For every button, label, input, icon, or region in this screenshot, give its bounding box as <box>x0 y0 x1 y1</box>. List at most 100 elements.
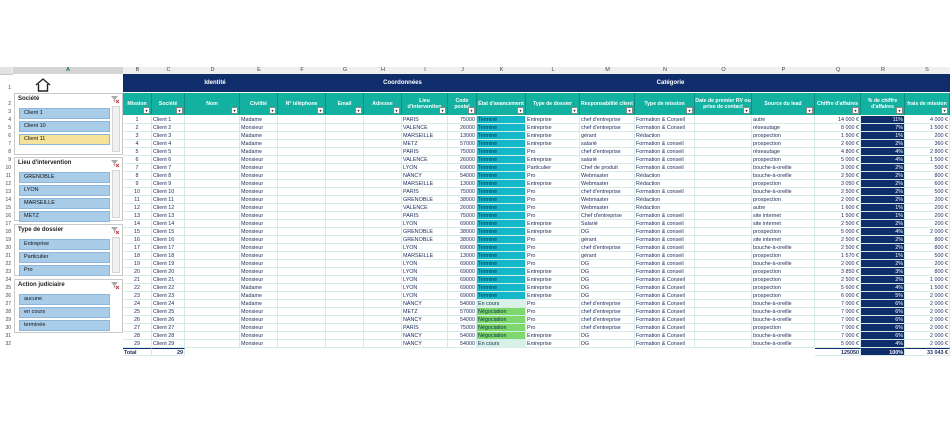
table-cell[interactable]: Salarié <box>580 220 635 228</box>
table-cell[interactable] <box>278 268 326 276</box>
table-cell[interactable] <box>326 188 364 196</box>
table-cell[interactable] <box>278 300 326 308</box>
filter-dropdown-icon[interactable]: ▾ <box>896 107 903 114</box>
table-cell[interactable]: 7 000 € <box>815 332 861 340</box>
table-cell[interactable]: Particulier <box>526 164 580 172</box>
table-cell[interactable]: 3 050 € <box>815 180 861 188</box>
column-header-d[interactable]: D <box>210 67 215 73</box>
table-cell[interactable] <box>185 300 240 308</box>
table-cell[interactable]: DG <box>580 268 635 276</box>
table-cell[interactable] <box>278 220 326 228</box>
table-cell[interactable]: Pro <box>526 244 580 252</box>
table-cell[interactable]: 24 <box>123 300 152 308</box>
table-cell[interactable] <box>326 276 364 284</box>
table-cell[interactable] <box>326 124 364 132</box>
table-cell[interactable]: Madame <box>240 116 278 124</box>
table-cell[interactable]: 200 € <box>905 212 950 220</box>
column-header-j[interactable]: J <box>461 67 464 73</box>
table-cell[interactable]: 75000 <box>448 188 477 196</box>
table-cell[interactable]: autre <box>752 204 815 212</box>
table-cell[interactable] <box>326 156 364 164</box>
table-cell[interactable] <box>326 204 364 212</box>
table-cell[interactable]: PARIS <box>402 188 448 196</box>
table-cell[interactable]: Formation & conseil <box>635 164 695 172</box>
table-cell[interactable]: VALENCE <box>402 156 448 164</box>
table-cell[interactable]: 2 000 € <box>905 324 950 332</box>
table-cell[interactable] <box>185 236 240 244</box>
table-cell[interactable]: Monsieur <box>240 188 278 196</box>
table-cell[interactable]: prospection <box>752 276 815 284</box>
table-cell[interactable]: Entreprise <box>526 268 580 276</box>
table-cell[interactable]: 4 <box>123 140 152 148</box>
table-cell[interactable]: 54000 <box>448 332 477 340</box>
table-cell[interactable]: DG <box>580 276 635 284</box>
row-header[interactable]: 1 <box>8 85 11 91</box>
table-cell[interactable] <box>278 324 326 332</box>
table-cell[interactable] <box>364 236 402 244</box>
table-cell[interactable]: 2 500 € <box>815 276 861 284</box>
table-cell[interactable] <box>185 204 240 212</box>
table-cell[interactable]: Monsieur <box>240 124 278 132</box>
table-cell[interactable]: LYON <box>402 284 448 292</box>
table-cell[interactable]: Formation & Conseil <box>635 316 695 324</box>
table-cell[interactable]: 15 <box>123 228 152 236</box>
table-cell[interactable] <box>695 148 752 156</box>
slicer-item[interactable]: aucune <box>19 294 110 305</box>
table-cell[interactable]: 6% <box>861 316 905 324</box>
table-cell[interactable]: Client 28 <box>152 332 185 340</box>
table-cell[interactable]: 2 500 € <box>815 188 861 196</box>
table-cell[interactable]: MARSEILLE <box>402 180 448 188</box>
row-header[interactable]: 19 <box>5 237 11 243</box>
table-cell[interactable]: Entreprise <box>526 156 580 164</box>
table-cell[interactable]: Négociation <box>477 308 526 316</box>
table-cell[interactable]: Chef d'entreprise <box>580 212 635 220</box>
table-cell[interactable]: Monsieur <box>240 316 278 324</box>
table-cell[interactable] <box>326 308 364 316</box>
table-cell[interactable]: Madame <box>240 140 278 148</box>
table-cell[interactable]: METZ <box>402 308 448 316</box>
filter-dropdown-icon[interactable]: ▾ <box>571 107 578 114</box>
table-cell[interactable] <box>278 132 326 140</box>
table-cell[interactable]: 5% <box>861 292 905 300</box>
table-cell[interactable]: 10 <box>123 188 152 196</box>
table-cell[interactable]: Monsieur <box>240 236 278 244</box>
table-cell[interactable]: Formation & Conseil <box>635 116 695 124</box>
table-cell[interactable]: Monsieur <box>240 228 278 236</box>
table-cell[interactable] <box>326 244 364 252</box>
row-header[interactable]: 24 <box>5 277 11 283</box>
table-cell[interactable]: Terminé <box>477 140 526 148</box>
table-cell[interactable]: 27 <box>123 324 152 332</box>
table-cell[interactable]: 8 000 € <box>815 124 861 132</box>
table-cell[interactable]: 4% <box>861 228 905 236</box>
table-cell[interactable]: 5 000 € <box>815 340 861 348</box>
table-cell[interactable]: Terminé <box>477 236 526 244</box>
row-header[interactable]: 3 <box>8 109 11 115</box>
table-cell[interactable] <box>364 156 402 164</box>
table-cell[interactable]: 200 € <box>905 204 950 212</box>
table-cell[interactable] <box>278 236 326 244</box>
table-cell[interactable]: LYON <box>402 220 448 228</box>
table-cell[interactable]: 54000 <box>448 300 477 308</box>
table-cell[interactable]: Terminé <box>477 284 526 292</box>
table-cell[interactable] <box>185 172 240 180</box>
table-cell[interactable]: 20 <box>123 268 152 276</box>
table-cell[interactable]: Formation & Conseil <box>635 340 695 348</box>
table-cell[interactable]: Entreprise <box>526 292 580 300</box>
table-cell[interactable]: Formation & Conseil <box>635 276 695 284</box>
table-cell[interactable] <box>364 324 402 332</box>
table-cell[interactable]: 1 500 € <box>815 212 861 220</box>
table-cell[interactable]: 5 <box>123 148 152 156</box>
column-header-h[interactable]: H <box>381 67 385 73</box>
table-cell[interactable]: Formation & Conseil <box>635 292 695 300</box>
table-cell[interactable] <box>278 260 326 268</box>
table-cell[interactable] <box>326 340 364 348</box>
table-cell[interactable]: Client 25 <box>152 308 185 316</box>
table-cell[interactable] <box>695 284 752 292</box>
table-cell[interactable]: Client 24 <box>152 300 185 308</box>
table-cell[interactable] <box>326 196 364 204</box>
table-cell[interactable] <box>364 284 402 292</box>
table-cell[interactable]: LYON <box>402 260 448 268</box>
table-cell[interactable]: 2% <box>861 276 905 284</box>
table-cell[interactable]: prospection <box>752 292 815 300</box>
table-cell[interactable]: GRENOBLE <box>402 196 448 204</box>
